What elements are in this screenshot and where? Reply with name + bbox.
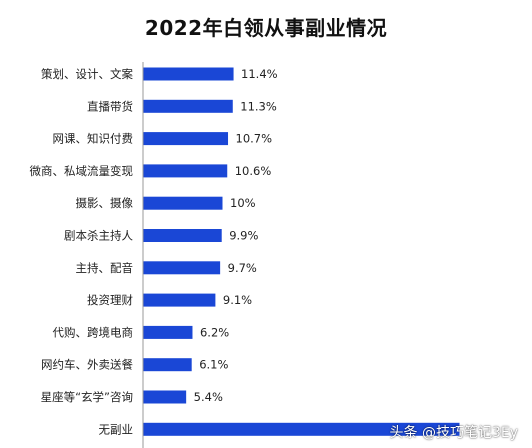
bar [143,325,193,339]
bar [143,196,223,210]
bar [143,390,187,404]
bar [143,164,228,178]
value-label: 9.7% [228,261,257,275]
bar [143,293,216,307]
bar [143,261,221,275]
bar [143,358,192,372]
category-label: 代购、跨境电商 [53,325,134,339]
value-label: 9.1% [223,293,252,307]
watermark: 头条 @技巧笔记3Ey [389,425,519,441]
value-label: 11.3% [240,99,277,113]
category-label: 网课、知识付费 [53,132,134,146]
category-label: 微商、私域流量变现 [30,164,134,178]
category-label: 剧本杀主持人 [64,229,133,243]
value-label: 6.2% [200,325,229,339]
category-label: 摄影、摄像 [76,196,134,210]
category-label: 无副业 [99,422,134,436]
category-label: 直播带货 [87,99,133,113]
value-label: 10.7% [236,132,273,146]
value-label: 10.6% [235,164,272,178]
category-label: 策划、设计、文案 [41,67,133,81]
bar [143,422,460,436]
category-label: 网约车、外卖送餐 [41,358,133,372]
bar [143,229,222,242]
category-label: 主持、配音 [76,261,134,275]
value-label: 10% [230,196,256,210]
bar [143,67,234,81]
chart-title: 2022年白领从事副业情况 [144,16,388,40]
bar [143,132,229,146]
value-label: 5.4% [194,390,223,404]
value-label: 11.4% [241,67,278,81]
value-label: 6.1% [199,358,228,372]
bar [143,99,233,113]
category-label: 星座等“玄学”咨询 [41,390,133,404]
value-label: 9.9% [229,229,258,243]
category-label: 投资理财 [87,293,133,307]
